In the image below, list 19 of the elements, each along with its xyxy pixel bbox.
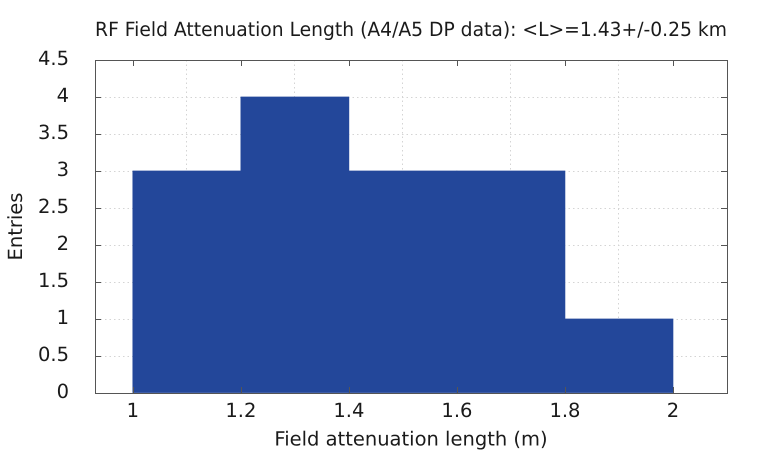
x-tick-label: 1.8 — [549, 398, 580, 422]
x-tick-label: 1.4 — [333, 398, 364, 422]
x-tick-label: 1.2 — [225, 398, 256, 422]
y-tick-label: 2 — [56, 232, 69, 256]
chart-title: RF Field Attenuation Length (A4/A5 DP data): <L>=1.43+/-0.25 km — [95, 17, 727, 41]
y-tick-label: 4 — [56, 84, 69, 108]
y-tick-label: 0.5 — [38, 343, 69, 366]
y-tick-label: 2.5 — [38, 195, 69, 218]
x-tick-label: 1 — [126, 398, 140, 422]
y-tick-label: 0 — [56, 380, 69, 404]
y-tick-label: 1 — [56, 306, 69, 330]
y-tick-label: 4.5 — [38, 47, 69, 70]
y-tick-label: 3.5 — [38, 121, 69, 144]
x-tick-label: 2 — [666, 398, 680, 422]
y-tick-label: 1.5 — [38, 269, 69, 292]
y-axis-title: Entries — [4, 192, 27, 260]
y-tick-label: 3 — [56, 158, 69, 182]
x-axis-title: Field attenuation length (m) — [274, 427, 548, 450]
x-tick-label: 1.6 — [441, 398, 472, 422]
